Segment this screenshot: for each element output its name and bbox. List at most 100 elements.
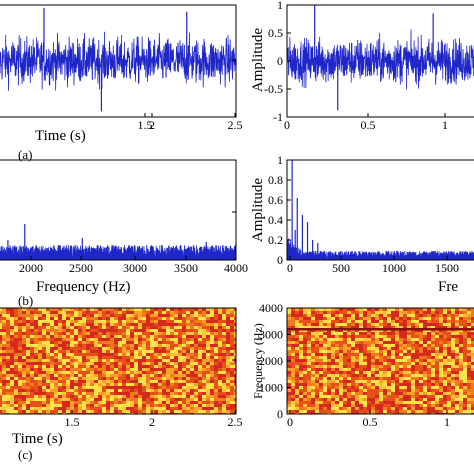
heatmap-cell	[351, 395, 355, 398]
heatmap-cell	[38, 374, 42, 377]
heatmap-cell	[287, 314, 291, 317]
heatmap-cell	[287, 353, 291, 356]
heatmap-cell	[387, 404, 391, 407]
heatmap-cell	[467, 386, 471, 389]
heatmap-cell	[335, 365, 339, 368]
heatmap-cell	[122, 377, 126, 380]
heatmap-cell	[42, 329, 46, 332]
heatmap-cell	[467, 407, 471, 410]
heatmap-cell	[194, 353, 198, 356]
heatmap-cell	[411, 359, 415, 362]
heatmap-cell	[158, 395, 162, 398]
heatmap-cell	[391, 353, 395, 356]
heatmap-cell	[186, 356, 190, 359]
heatmap-cell	[299, 341, 303, 344]
heatmap-cell	[455, 344, 459, 347]
heatmap-cell	[86, 344, 90, 347]
heatmap-cell	[78, 365, 82, 368]
heatmap-cell	[323, 320, 327, 323]
heatmap-cell	[335, 386, 339, 389]
heatmap-cell	[38, 398, 42, 401]
heatmap-cell	[162, 407, 166, 410]
heatmap-cell	[387, 365, 391, 368]
heatmap-cell	[130, 359, 134, 362]
heatmap-cell	[291, 311, 295, 314]
heatmap-cell	[42, 332, 46, 335]
heatmap-cell	[50, 386, 54, 389]
heatmap-cell	[122, 383, 126, 386]
heatmap-cell	[295, 401, 299, 404]
heatmap-cell	[210, 410, 214, 413]
heatmap-cell	[0, 350, 2, 353]
heatmap-cell	[146, 380, 150, 383]
heatmap-cell	[42, 383, 46, 386]
heatmap-cell	[2, 389, 6, 392]
heatmap-cell	[82, 341, 86, 344]
heatmap-cell	[50, 338, 54, 341]
heatmap-cell	[54, 338, 58, 341]
heatmap-cell	[90, 395, 94, 398]
heatmap-cell	[78, 356, 82, 359]
heatmap-cell	[335, 326, 339, 329]
heatmap-cell	[142, 365, 146, 368]
heatmap-cell	[154, 356, 158, 359]
heatmap-cell	[291, 317, 295, 320]
heatmap-cell	[98, 335, 102, 338]
heatmap-cell	[158, 314, 162, 317]
heatmap-cell	[122, 344, 126, 347]
heatmap-cell	[287, 395, 291, 398]
heatmap-cell	[206, 329, 210, 332]
heatmap-cell	[158, 368, 162, 371]
heatmap-cell	[230, 317, 234, 320]
heatmap-cell	[339, 380, 343, 383]
heatmap-cell	[463, 380, 467, 383]
heatmap-cell	[46, 311, 50, 314]
heatmap-cell	[98, 368, 102, 371]
heatmap-cell	[230, 392, 234, 395]
heatmap-cell	[174, 386, 178, 389]
heatmap-cell	[399, 398, 403, 401]
heatmap-cell	[94, 329, 98, 332]
heatmap-cell	[379, 383, 383, 386]
heatmap-cell	[335, 398, 339, 401]
heatmap-cell	[287, 383, 291, 386]
heatmap-cell	[130, 398, 134, 401]
heatmap-cell	[431, 365, 435, 368]
heatmap-cell	[427, 389, 431, 392]
heatmap-cell	[166, 368, 170, 371]
heatmap-cell	[399, 350, 403, 353]
heatmap-cell	[118, 389, 122, 392]
heatmap-cell	[395, 350, 399, 353]
heatmap-cell	[319, 404, 323, 407]
heatmap-cell	[18, 347, 22, 350]
heatmap-cell	[367, 410, 371, 413]
heatmap-cell	[70, 353, 74, 356]
heatmap-cell	[198, 380, 202, 383]
heatmap-cell	[126, 410, 130, 413]
heatmap-cell	[307, 356, 311, 359]
heatmap-cell	[367, 350, 371, 353]
heatmap-cell	[150, 368, 154, 371]
heatmap-cell	[46, 377, 50, 380]
heatmap-cell	[90, 389, 94, 392]
heatmap-cell	[66, 398, 70, 401]
heatmap-cell	[287, 323, 291, 326]
heatmap-cell	[351, 341, 355, 344]
heatmap-cell	[439, 350, 443, 353]
heatmap-cell	[110, 317, 114, 320]
heatmap-cell	[311, 314, 315, 317]
heatmap-cell	[66, 407, 70, 410]
heatmap-cell	[186, 311, 190, 314]
heatmap-cell	[146, 347, 150, 350]
heatmap-cell	[154, 386, 158, 389]
heatmap-cell	[355, 311, 359, 314]
heatmap-cell	[162, 359, 166, 362]
heatmap-cell	[70, 341, 74, 344]
heatmap-cell	[226, 320, 230, 323]
heatmap-cell	[130, 380, 134, 383]
heatmap-cell	[363, 371, 367, 374]
heatmap-cell	[327, 395, 331, 398]
heatmap-cell	[435, 404, 439, 407]
heatmap-cell	[359, 410, 363, 413]
heatmap-cell	[367, 407, 371, 410]
